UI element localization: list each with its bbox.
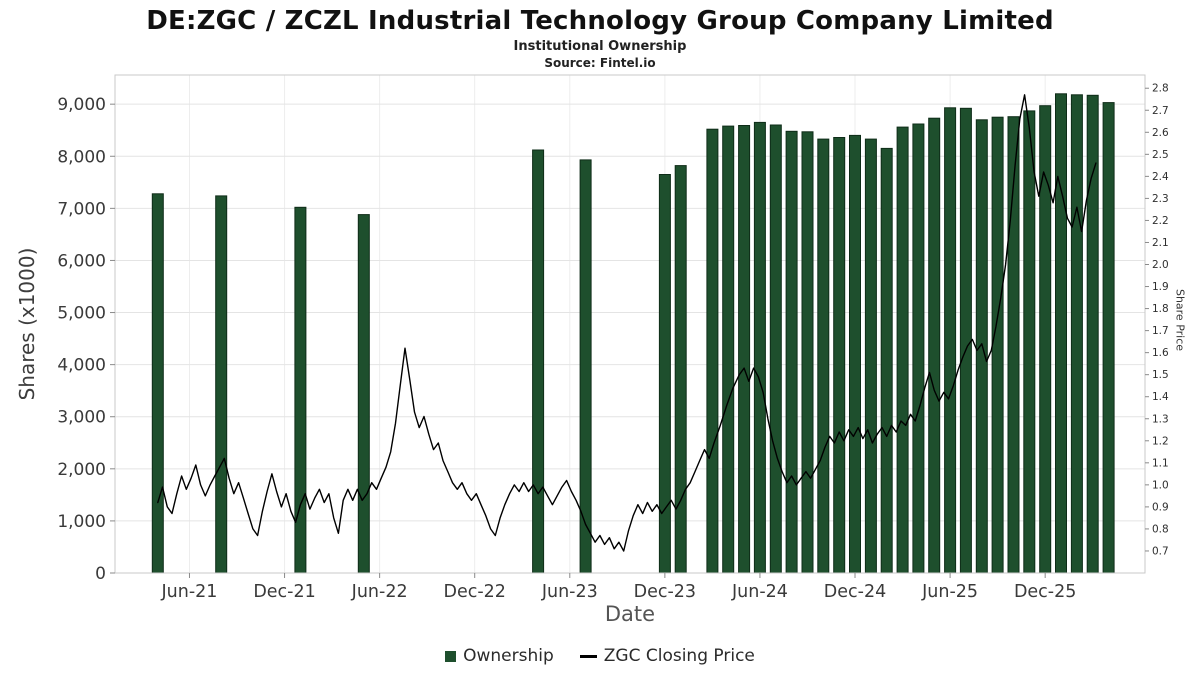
left-tick-label: 5,000 [57, 304, 106, 324]
price-tick-label: 1.0 [1152, 479, 1169, 491]
price-tick-label: 0.9 [1152, 501, 1169, 513]
price-tick-label: 1.4 [1152, 391, 1169, 403]
left-tick-label: 1,000 [57, 512, 106, 532]
x-tick-label: Dec-24 [824, 582, 886, 602]
price-tick-label: 1.1 [1152, 457, 1169, 469]
left-tick-label: 6,000 [57, 251, 106, 271]
ownership-bar [357, 214, 370, 574]
price-tick-label: 1.3 [1152, 413, 1169, 425]
left-tick-label: 0 [95, 564, 106, 584]
price-tick-label: 1.9 [1152, 281, 1169, 293]
chart-header: DE:ZGC / ZCZL Industrial Technology Grou… [0, 6, 1200, 70]
ownership-bar [706, 128, 719, 574]
x-tick-label: Dec-22 [443, 582, 505, 602]
ownership-bar [674, 165, 687, 574]
price-tick-label: 0.8 [1152, 523, 1169, 535]
ownership-bar [785, 130, 798, 574]
ownership-bar [579, 159, 592, 574]
legend-price-label: ZGC Closing Price [603, 646, 755, 666]
ownership-bar [1023, 110, 1036, 574]
price-tick-label: 2.4 [1152, 171, 1169, 183]
legend-item-ownership[interactable]: Ownership [445, 646, 554, 666]
ownership-bar [912, 123, 925, 574]
left-tick-label: 2,000 [57, 460, 106, 480]
price-tick-label: 1.7 [1152, 325, 1169, 337]
ownership-bar [880, 147, 893, 574]
plot-border [114, 74, 1146, 574]
x-tick-label: Dec-25 [1014, 582, 1076, 602]
ownership-bar [896, 126, 909, 574]
price-tick-label: 2.5 [1152, 149, 1169, 161]
ownership-bar [722, 125, 735, 574]
legend-ownership-label: Ownership [463, 646, 554, 666]
price-tick-label: 2.6 [1152, 127, 1169, 139]
ownership-bar [849, 134, 861, 574]
ownership-bar [1055, 93, 1067, 574]
x-tick-label: Dec-23 [634, 582, 696, 602]
x-tick-label: Dec-21 [253, 582, 315, 602]
x-tick-label: Jun-22 [351, 582, 408, 602]
x-tick-label: Jun-21 [161, 582, 218, 602]
ownership-bar [801, 131, 814, 574]
ownership-bar [864, 138, 877, 574]
price-tick-label: 2.2 [1152, 215, 1169, 227]
ownership-bar [959, 107, 972, 574]
ownership-bar [991, 116, 1004, 574]
left-tick-label: 7,000 [57, 199, 106, 219]
price-line-icon [579, 654, 597, 658]
price-tick-label: 0.7 [1152, 545, 1169, 557]
price-tick-label: 2.1 [1152, 237, 1169, 249]
ownership-bar [928, 117, 941, 574]
ownership-bar [151, 193, 164, 574]
price-tick-label: 2.8 [1152, 83, 1169, 95]
ownership-bar [769, 124, 782, 574]
price-tick-label: 1.6 [1152, 347, 1169, 359]
chart-title: DE:ZGC / ZCZL Industrial Technology Grou… [146, 6, 1054, 36]
ownership-bar [753, 121, 766, 574]
price-tick-label: 2.3 [1152, 193, 1169, 205]
ownership-bar [215, 195, 228, 574]
x-axis-title: Date [604, 602, 656, 626]
ownership-price-chart: 0 1,000 2,000 3,000 4,000 5,000 6,000 7,000 8,00… [57, 74, 1169, 602]
x-tick-label: Jun-23 [541, 582, 598, 602]
legend-item-closing-price[interactable]: ZGC Closing Price [579, 646, 755, 666]
price-tick-label: 1.2 [1152, 435, 1169, 447]
price-tick-label: 2.7 [1152, 105, 1169, 117]
left-tick-label: 8,000 [57, 147, 106, 167]
ownership-bar [1070, 94, 1083, 574]
x-tick-label: Jun-24 [731, 582, 788, 602]
price-line [157, 94, 1097, 552]
left-axis-title: Shares (x1000) [15, 247, 39, 401]
price-tick-label: 2.0 [1152, 259, 1169, 271]
chart-legend: Ownership ZGC Closing Price [0, 646, 1200, 666]
right-axis-title: Share Price [1173, 288, 1187, 352]
x-tick-label: Jun-25 [921, 582, 978, 602]
left-tick-label: 9,000 [57, 95, 106, 115]
ownership-bar [1086, 94, 1099, 574]
ownership-bar [738, 125, 751, 574]
price-tick-label: 1.5 [1152, 369, 1169, 381]
left-tick-label: 4,000 [57, 356, 106, 376]
ownership-bar [817, 138, 830, 574]
ownership-swatch-icon [445, 650, 457, 662]
left-tick-label: 3,000 [57, 408, 106, 428]
chart-subtitle: Institutional Ownership [513, 39, 687, 54]
ownership-bar [1102, 102, 1115, 574]
chart-source: Source: Fintel.io [544, 56, 656, 70]
ownership-bar [944, 107, 957, 574]
price-tick-label: 1.8 [1152, 303, 1169, 315]
ownership-bar [833, 137, 846, 574]
ownership-bar [532, 149, 545, 574]
